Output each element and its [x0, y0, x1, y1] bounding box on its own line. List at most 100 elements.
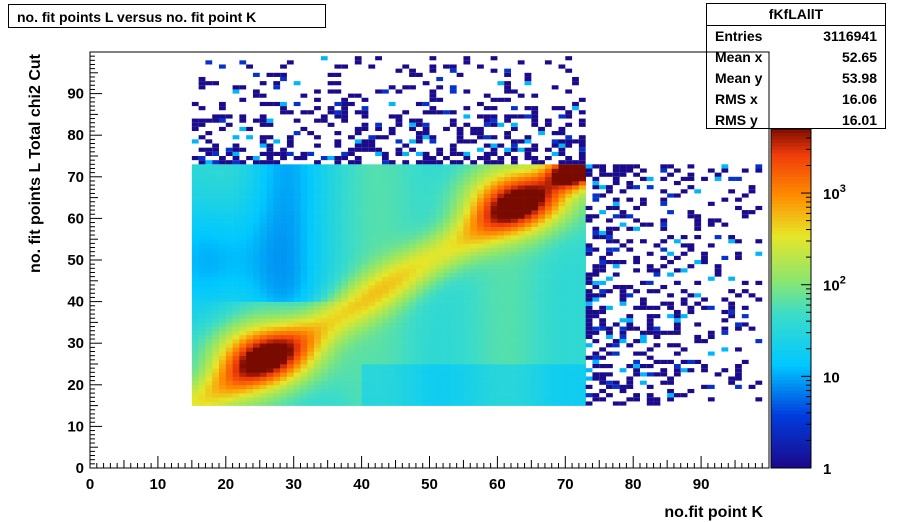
heatmap-cell: [619, 164, 627, 169]
heatmap-cell: [300, 226, 308, 232]
heatmap-cell: [191, 364, 199, 369]
heatmap-cell: [755, 397, 763, 402]
heatmap-cell: [219, 272, 227, 277]
heatmap-cell: [429, 376, 437, 381]
heatmap-cell: [578, 247, 586, 252]
heatmap-cell: [402, 239, 410, 244]
heatmap-cell: [429, 347, 437, 352]
heatmap-cell: [198, 160, 206, 165]
heatmap-cell: [409, 197, 417, 203]
heatmap-cell: [219, 314, 227, 319]
heatmap-cell: [280, 76, 287, 82]
heatmap-cell: [409, 322, 417, 327]
heatmap-cell: [565, 218, 573, 223]
heatmap-cell: [463, 347, 471, 352]
heatmap-cell: [585, 164, 593, 169]
heatmap-cell: [219, 322, 227, 327]
heatmap-cell: [551, 384, 559, 390]
heatmap-cell: [415, 205, 424, 211]
heatmap-cell: [205, 210, 213, 215]
heatmap-cell: [246, 239, 254, 244]
heatmap-cell: [538, 293, 546, 298]
heatmap-cell: [490, 264, 498, 269]
heatmap-cell: [558, 330, 566, 336]
heatmap-cell: [565, 180, 573, 186]
heatmap-cell: [470, 164, 478, 169]
heatmap-cell: [415, 372, 424, 377]
heatmap-cell: [327, 106, 335, 111]
heatmap-cell: [225, 255, 233, 261]
heatmap-cell: [490, 189, 498, 194]
heatmap-cell: [592, 359, 600, 364]
heatmap-cell: [307, 110, 315, 115]
heatmap-cell: [490, 343, 498, 348]
heatmap-cell: [232, 289, 240, 294]
heatmap-cell: [470, 347, 478, 352]
heatmap-cell: [232, 160, 240, 165]
heatmap-cell: [524, 326, 532, 332]
heatmap-cell: [551, 131, 559, 136]
heatmap-cell: [477, 376, 485, 381]
heatmap-cell: [354, 201, 362, 207]
heatmap-cell: [232, 380, 240, 386]
heatmap-cell: [504, 226, 512, 232]
heatmap-cell: [477, 339, 485, 344]
heatmap-cell: [538, 255, 546, 261]
heatmap-cell: [225, 322, 233, 327]
heatmap-cell: [504, 284, 512, 290]
heatmap-cell: [327, 239, 335, 244]
heatmap-cell: [259, 372, 267, 377]
heatmap-cell: [633, 172, 640, 177]
heatmap-cell: [606, 351, 613, 356]
heatmap-cell: [551, 230, 559, 236]
heatmap-cell: [293, 214, 301, 219]
heatmap-cell: [388, 368, 396, 373]
heatmap-cell: [578, 309, 586, 315]
heatmap-cell: [205, 139, 213, 144]
heatmap-cell: [470, 272, 478, 277]
heatmap-cell: [477, 351, 485, 356]
heatmap-cell: [565, 364, 573, 369]
heatmap-cell: [443, 156, 450, 161]
heatmap-cell: [470, 218, 478, 223]
heatmap-cell: [259, 355, 267, 361]
heatmap-cell: [470, 230, 478, 236]
heatmap-cell: [395, 122, 403, 127]
heatmap-cell: [531, 93, 539, 98]
heatmap-cell: [361, 272, 369, 277]
heatmap-cell: [368, 185, 376, 190]
heatmap-cell: [348, 230, 356, 236]
heatmap-cell: [572, 351, 580, 356]
heatmap-cell: [531, 226, 539, 232]
heatmap-cell: [280, 168, 288, 173]
heatmap-cell: [572, 326, 580, 332]
heatmap-cell: [612, 284, 620, 290]
heatmap-cell: [219, 280, 227, 286]
heatmap-cell: [510, 143, 518, 148]
heatmap-cell: [524, 76, 532, 82]
heatmap-cell: [415, 193, 424, 198]
heatmap-cell: [667, 251, 674, 256]
heatmap-cell: [477, 164, 485, 169]
heatmap-cell: [252, 368, 261, 373]
heatmap-cell: [531, 401, 539, 406]
heatmap-cell: [558, 334, 566, 340]
heatmap-cell: [320, 359, 328, 365]
heatmap-cell: [551, 280, 559, 286]
heatmap-cell: [510, 388, 519, 394]
heatmap-cell: [375, 330, 383, 336]
heatmap-cell: [470, 318, 478, 323]
colorbar-segment: [771, 420, 811, 425]
heatmap-cell: [198, 189, 206, 194]
heatmap-cell: [619, 284, 627, 290]
heatmap-cell: [422, 284, 430, 290]
heatmap-cell: [252, 314, 261, 319]
heatmap-cell: [565, 239, 573, 244]
heatmap-cell: [381, 235, 390, 240]
heatmap-cell: [558, 280, 566, 286]
heatmap-cell: [633, 255, 640, 260]
heatmap-cell: [368, 172, 376, 178]
heatmap-cell: [381, 393, 390, 398]
heatmap-cell: [232, 272, 240, 277]
heatmap-cell: [348, 364, 356, 369]
